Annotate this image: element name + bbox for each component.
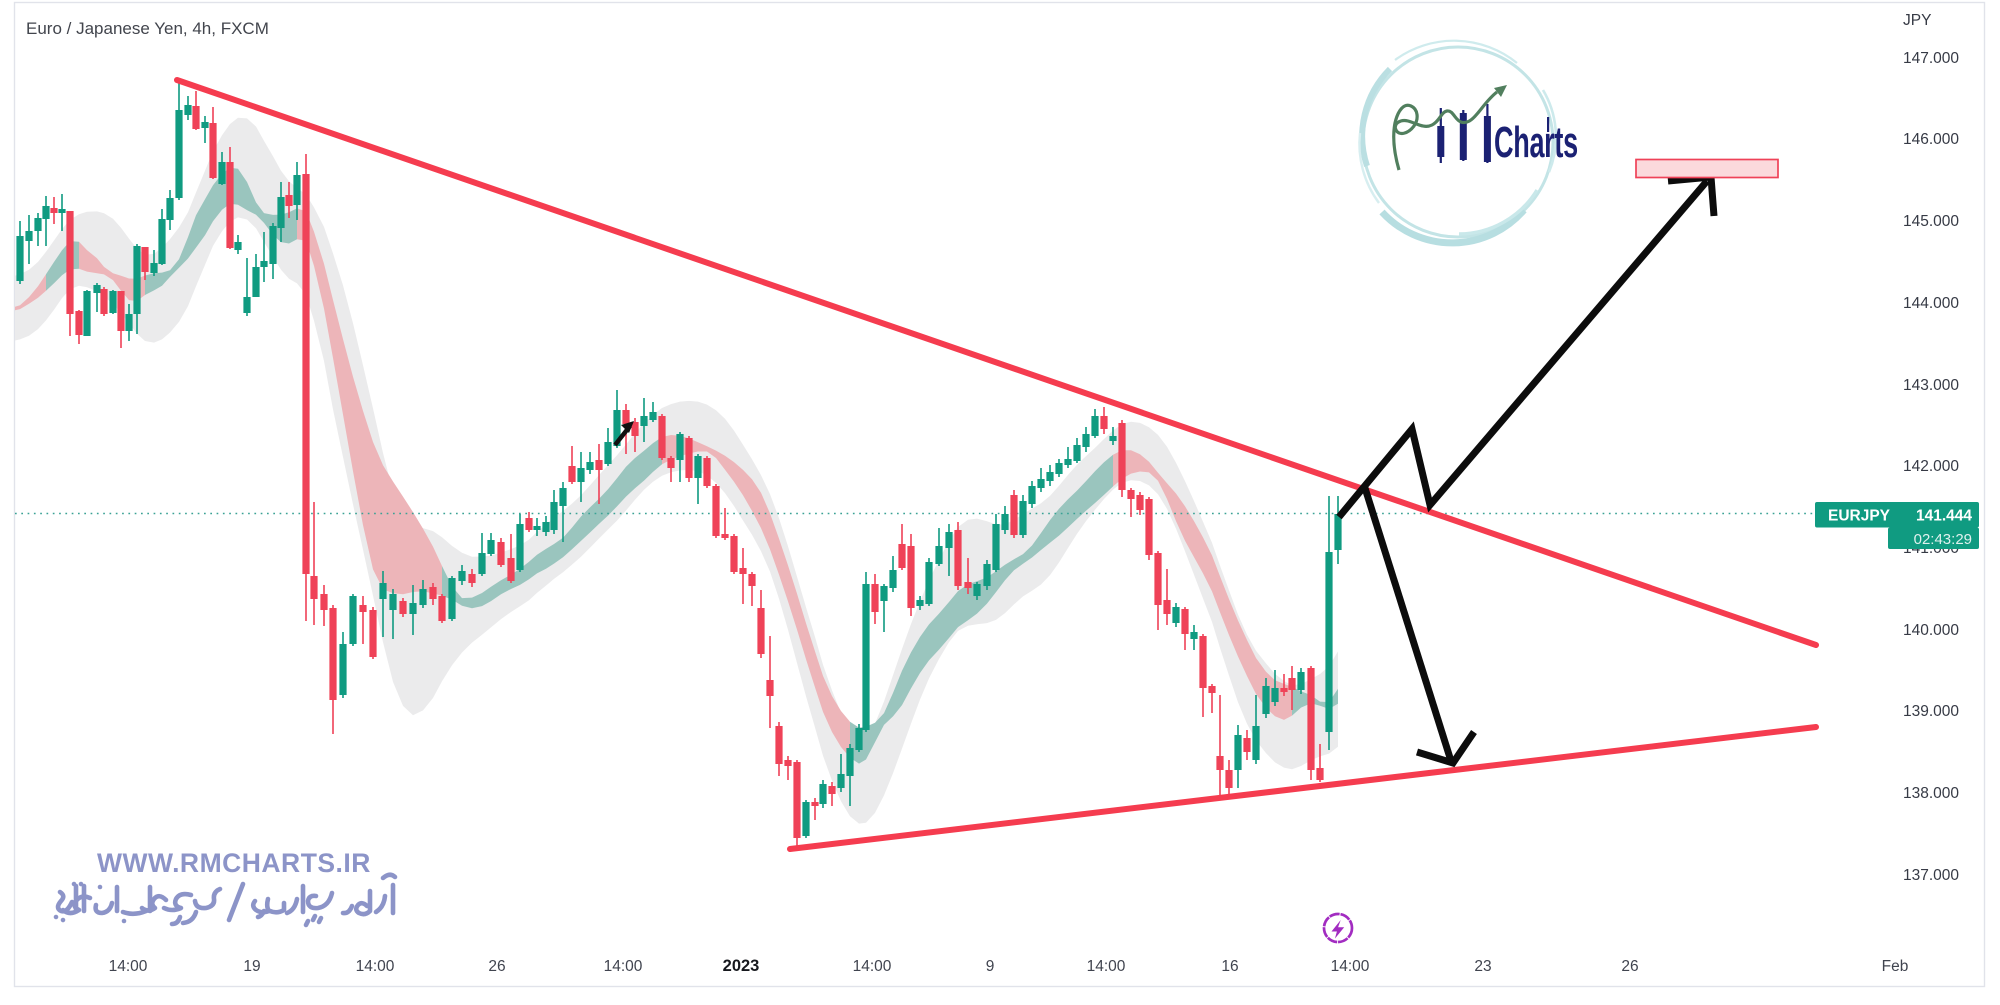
svg-text:14:00: 14:00 bbox=[1087, 958, 1126, 975]
svg-text:146.000: 146.000 bbox=[1903, 131, 1959, 148]
svg-text:144.000: 144.000 bbox=[1903, 295, 1959, 312]
svg-text:145.000: 145.000 bbox=[1903, 213, 1959, 230]
svg-text:Charts: Charts bbox=[1494, 117, 1578, 166]
svg-text:14:00: 14:00 bbox=[109, 958, 148, 975]
svg-text:16: 16 bbox=[1221, 958, 1238, 975]
svg-text:147.000: 147.000 bbox=[1903, 50, 1959, 67]
svg-text:141.444: 141.444 bbox=[1916, 508, 1972, 525]
svg-text:Euro / Japanese Yen, 4h, FXCM: Euro / Japanese Yen, 4h, FXCM bbox=[26, 19, 269, 38]
svg-text:142.000: 142.000 bbox=[1903, 458, 1959, 475]
svg-text:02:43:29: 02:43:29 bbox=[1914, 531, 1972, 548]
svg-text:Feb: Feb bbox=[1882, 958, 1909, 975]
svg-text:9: 9 bbox=[986, 958, 995, 975]
svg-text:143.000: 143.000 bbox=[1903, 377, 1959, 394]
svg-text:137.000: 137.000 bbox=[1903, 867, 1959, 884]
svg-text:JPY: JPY bbox=[1903, 12, 1931, 29]
svg-text:19: 19 bbox=[243, 958, 260, 975]
svg-text:14:00: 14:00 bbox=[604, 958, 643, 975]
svg-text:23: 23 bbox=[1474, 958, 1491, 975]
svg-text:139.000: 139.000 bbox=[1903, 703, 1959, 720]
svg-text:140.000: 140.000 bbox=[1903, 622, 1959, 639]
svg-text:2023: 2023 bbox=[723, 957, 760, 975]
svg-text:14:00: 14:00 bbox=[1331, 958, 1370, 975]
svg-text:138.000: 138.000 bbox=[1903, 785, 1959, 802]
svg-text:EURJPY: EURJPY bbox=[1828, 508, 1891, 525]
svg-text:26: 26 bbox=[1621, 958, 1638, 975]
svg-text:26: 26 bbox=[488, 958, 505, 975]
svg-text:WWW.RMCHARTS.IR: WWW.RMCHARTS.IR bbox=[97, 848, 371, 878]
svg-text:14:00: 14:00 bbox=[853, 958, 892, 975]
svg-text:14:00: 14:00 bbox=[356, 958, 395, 975]
